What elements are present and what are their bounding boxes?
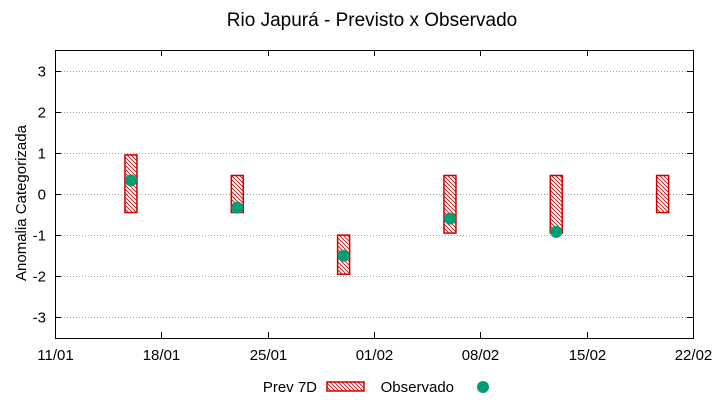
forecast-ranges — [124, 154, 670, 275]
legend-label-forecast: Prev 7D — [263, 379, 317, 396]
x-tick-label: 01/02 — [356, 347, 394, 364]
y-axis-ticks: 3 2 1 0 -1 -2 -3 — [33, 64, 693, 327]
observed-point — [550, 225, 563, 238]
x-tick-label: 11/01 — [37, 347, 73, 364]
y-tick-label: 2 — [38, 105, 46, 122]
y-tick-label: -3 — [33, 310, 46, 327]
legend-label-observed: Observado — [381, 379, 454, 396]
x-tick-label: 22/02 — [675, 347, 713, 364]
observed-point — [231, 201, 244, 214]
observed-point — [337, 249, 350, 262]
legend: Prev 7D Observado — [263, 379, 489, 396]
y-tick-label: 3 — [38, 64, 46, 81]
x-tick-label: 18/01 — [143, 347, 181, 364]
y-tick-label: -2 — [33, 269, 46, 286]
forecast-range-bar — [655, 174, 670, 214]
observed-point — [443, 212, 456, 225]
x-tick-label: 15/02 — [569, 347, 607, 364]
x-tick-label: 25/01 — [250, 347, 288, 364]
observed-points — [124, 174, 563, 262]
legend-swatch-forecast — [326, 381, 365, 392]
observed-point — [124, 174, 137, 187]
legend-marker-observed — [477, 381, 489, 393]
forecast-range-bar — [549, 174, 564, 234]
x-axis-ticks: 11/01 18/01 25/01 01/02 08/02 15/02 22/02 — [37, 50, 712, 364]
chart-title: Rio Japurá - Previsto x Observado — [227, 10, 517, 31]
y-tick-label: 1 — [38, 146, 46, 163]
y-tick-label: 0 — [38, 187, 46, 204]
y-axis-label: Anomalia Categorizada — [13, 124, 30, 281]
y-tick-label: -1 — [33, 228, 46, 245]
x-tick-label: 08/02 — [462, 347, 500, 364]
plot-frame — [55, 50, 694, 339]
grid-lines — [55, 71, 693, 318]
